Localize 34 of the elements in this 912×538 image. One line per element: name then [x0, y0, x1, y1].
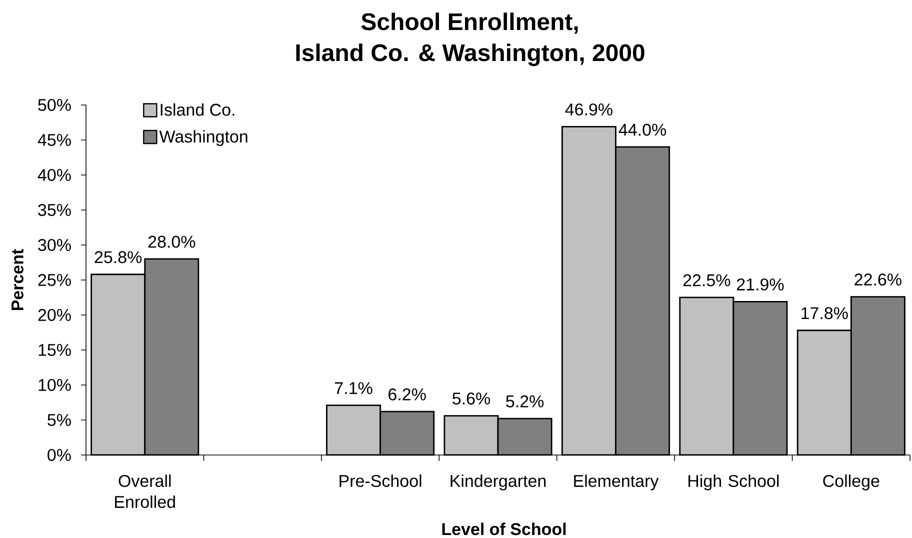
x-tick-label: Kindergarten — [450, 474, 546, 490]
data-label: 44.0% — [618, 124, 666, 136]
x-tick-label: Pre-School — [340, 474, 422, 487]
y-tick-label: 25% — [38, 274, 71, 286]
data-label: 17.8% — [802, 307, 848, 320]
x-tick-label: College — [823, 474, 880, 490]
legend-label: Island Co. — [160, 103, 234, 116]
y-axis-title: Percent — [12, 249, 24, 310]
x-tick-label: High School — [688, 474, 779, 490]
y-tick-label: 15% — [38, 344, 71, 356]
x-tick-label: Overall Enrolled — [115, 474, 175, 508]
y-tick-label: 40% — [38, 168, 71, 182]
x-axis-title: Level of School — [442, 522, 566, 536]
y-tick-label: 20% — [38, 308, 71, 322]
y-tick-label: 50% — [38, 98, 71, 112]
data-label: 21.9% — [736, 278, 784, 290]
data-label: 22.6% — [854, 274, 902, 286]
y-tick-label: 35% — [38, 204, 71, 216]
data-label: 7.1% — [335, 382, 372, 394]
y-tick-label: 30% — [38, 238, 71, 252]
data-label: 6.2% — [388, 388, 426, 400]
data-label: 5.6% — [452, 392, 490, 405]
y-tick-label: 45% — [38, 134, 71, 146]
data-label: 5.2% — [506, 395, 544, 408]
y-tick-label: 5% — [48, 414, 71, 426]
data-label: 28.0% — [148, 236, 196, 248]
y-tick-label: 0% — [48, 448, 71, 462]
chart-title: School Enrollment, Island Co. & Washington, 2000 — [296, 12, 644, 66]
data-label: 46.9% — [565, 103, 612, 116]
data-label: 22.5% — [683, 274, 730, 286]
x-tick-label: Elementary — [574, 474, 659, 490]
legend-label: Washington — [159, 130, 248, 146]
data-label: 25.8% — [94, 251, 142, 264]
y-tick-label: 10% — [38, 378, 71, 392]
